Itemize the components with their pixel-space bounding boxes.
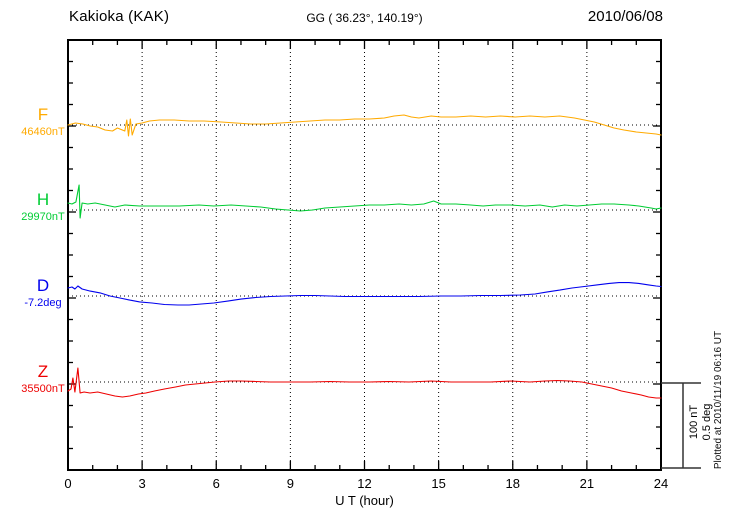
x-tick-label-9: 9 bbox=[286, 476, 294, 491]
channel-label-F: F 46460nT bbox=[12, 106, 74, 138]
channel-baseline-D: -7.2deg bbox=[24, 297, 62, 309]
channel-label-Z: Z 35500nT bbox=[12, 363, 74, 395]
x-tick-label-18: 18 bbox=[505, 476, 520, 491]
channel-label-H: H 29970nT bbox=[12, 191, 74, 223]
x-tick-label-15: 15 bbox=[431, 476, 446, 491]
trace-H bbox=[67, 184, 662, 219]
channel-letter-F: F bbox=[37, 105, 49, 124]
station-coordinates: GG ( 36.23°, 140.19°) bbox=[306, 11, 423, 25]
plotted-at-note: Plotted at 2010/11/19 06:16 UT bbox=[713, 330, 724, 470]
channel-baseline-H: 29970nT bbox=[21, 211, 65, 223]
x-tick-label-24: 24 bbox=[653, 476, 669, 491]
trace-F bbox=[67, 114, 662, 137]
trace-Z bbox=[67, 367, 662, 399]
x-tick-label-3: 3 bbox=[138, 476, 146, 491]
channel-letter-Z: Z bbox=[37, 362, 49, 381]
plot-date: 2010/06/08 bbox=[587, 8, 663, 25]
x-tick-label-12: 12 bbox=[357, 476, 372, 491]
channel-label-D: D -7.2deg bbox=[12, 277, 74, 309]
channel-letter-D: D bbox=[36, 276, 50, 295]
x-axis-title: U T (hour) bbox=[335, 493, 394, 508]
channel-baseline-F: 46460nT bbox=[21, 126, 65, 138]
scale-bar-nt-text: 100 nT bbox=[688, 404, 700, 440]
x-tick-label-0: 0 bbox=[64, 476, 72, 491]
x-tick-label-6: 6 bbox=[212, 476, 220, 491]
channel-letter-H: H bbox=[36, 190, 50, 209]
station-name: Kakioka (KAK) bbox=[69, 8, 170, 25]
scale-bar-label: 100 nT 0.5 deg bbox=[688, 392, 714, 452]
trace-D bbox=[67, 282, 662, 306]
channel-baseline-Z: 35500nT bbox=[21, 383, 65, 395]
x-tick-label-21: 21 bbox=[579, 476, 595, 491]
